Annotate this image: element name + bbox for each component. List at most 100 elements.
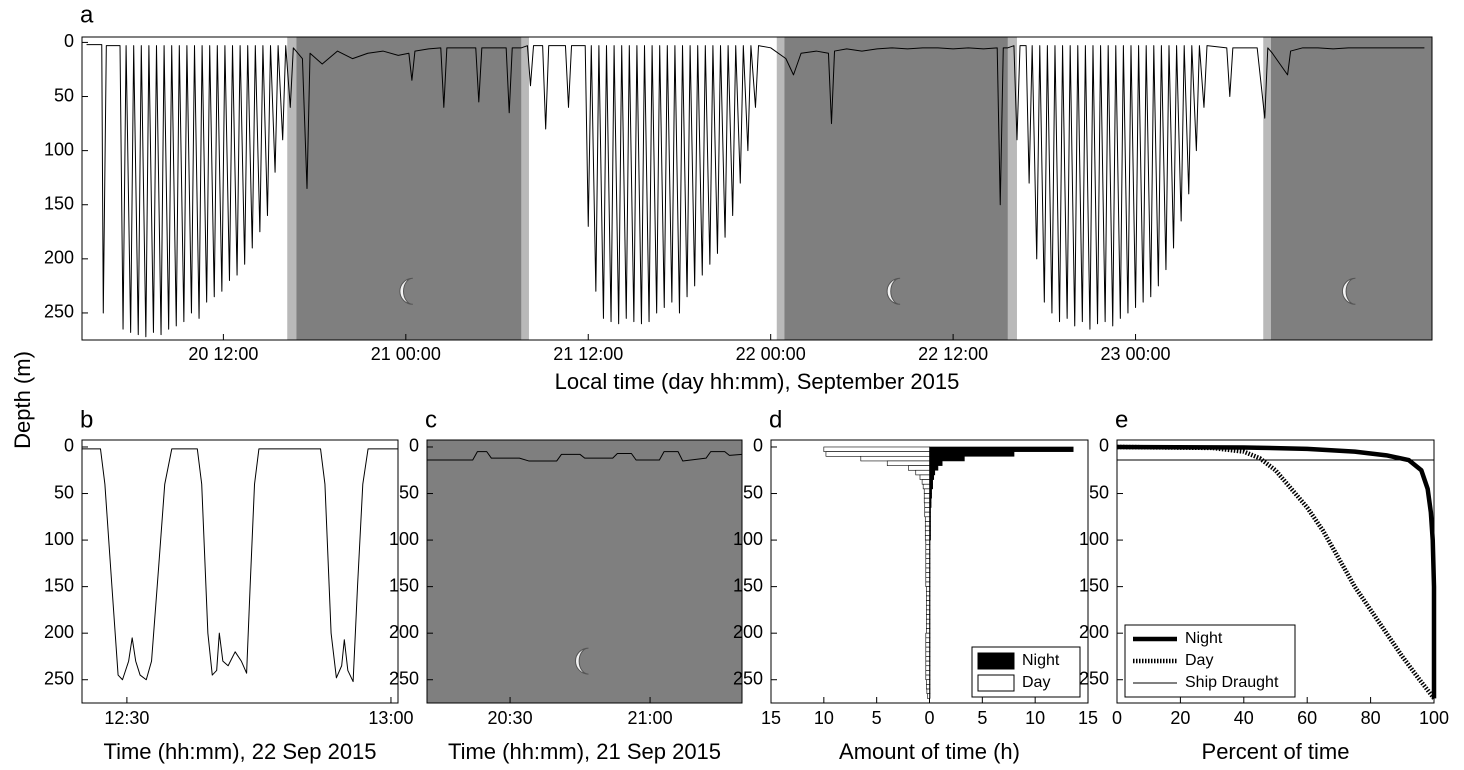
y-tick-label: 100 [44,529,74,549]
x-tick-label: 20:30 [488,708,533,728]
panel-label: e [1115,406,1128,433]
x-tick-label: 15 [1078,708,1098,728]
histogram-bar [925,651,930,657]
x-tick-label: 15 [761,708,781,728]
panel: 0 20 40 60 80 100 0 50 100 150 200 250 e Percent of t… [1079,406,1449,763]
y-tick-label: 250 [44,302,74,322]
histogram-bar [921,479,930,485]
histogram-bar [927,693,930,699]
histogram-bar [922,483,930,490]
histogram-bar [823,446,930,452]
histogram-bar [925,646,930,653]
plot-frame [1116,439,1435,704]
histogram-bar [886,460,930,466]
y-axis-label: Depth (m) [10,351,35,449]
histogram-bar [915,469,930,476]
x-axis-label: Percent of time [1202,739,1350,764]
histogram-bar [926,590,930,597]
depth-line [86,44,1425,338]
histogram-bar [926,595,930,601]
histogram-bar [925,567,930,573]
histogram-bar [925,632,930,639]
y-tick-label: 250 [1079,668,1109,688]
histogram-bar [925,577,930,583]
x-tick-label: 21 12:00 [553,344,623,364]
y-tick-label: 250 [389,668,419,688]
histogram-bar [908,465,930,471]
x-tick-label: 60 [1297,708,1317,728]
histogram-bar [925,665,930,671]
histogram-bar [924,535,930,541]
histogram-bar [925,558,930,564]
x-tick-label: 13:00 [368,708,413,728]
legend-label: Day [1185,652,1213,669]
histogram-bar [925,544,930,550]
panel-label: d [769,406,782,433]
y-tick-label: 50 [743,482,763,502]
legend-label: Night [1022,652,1060,669]
histogram-bar [923,488,930,494]
x-axis-label: Time (hh:mm), 22 Sep 2015 [103,739,376,764]
panel: 20 12:00 21 00:00 21 12:00 22 00:00 22 12:00… [44,1,1433,394]
histogram-bar [929,469,936,476]
histogram-bar [919,474,930,480]
histogram-bar [929,455,965,462]
histogram-bar [929,465,939,471]
night-band [784,37,1008,340]
y-tick-label: 150 [733,575,763,595]
histogram-bar [925,642,930,648]
series-line [1116,444,1437,699]
y-tick-label: 0 [64,31,74,51]
moon-icon [575,647,589,675]
histogram-bar [926,600,930,606]
x-tick-label: 10 [814,708,834,728]
histogram-bar [929,493,932,499]
histogram-bar [925,660,930,667]
histogram-bar [923,497,930,504]
histogram-bar [926,679,930,685]
panel: 20:30 21:00 0 50 100 150 200 250 c Time (hh:mm), … [389,406,743,764]
histogram-bar [860,455,930,462]
depth-line [82,448,398,683]
x-tick-label: 0 [1112,708,1122,728]
y-tick-label: 100 [1079,529,1109,549]
y-tick-label: 50 [399,482,419,502]
legend-label: Night [1185,630,1223,647]
y-tick-label: 150 [44,193,74,213]
histogram-bar [929,446,1074,452]
x-axis-label: Local time (day hh:mm), September 2015 [555,369,960,394]
twilight-band [1007,37,1017,340]
panel-label: c [425,406,437,433]
histogram-bar [925,539,930,546]
x-tick-label: 22 00:00 [736,344,806,364]
y-tick-label: 100 [389,529,419,549]
x-axis-label: Amount of time (h) [839,739,1020,764]
y-tick-label: 250 [733,668,763,688]
histogram-bar [929,451,1015,457]
y-tick-label: 100 [44,139,74,159]
night-band [296,37,522,340]
panel-label: b [80,406,93,433]
panel-label: a [80,1,94,28]
x-tick-label: 12:30 [104,708,149,728]
histogram-bar [929,488,932,494]
histogram-bar [929,479,933,485]
histogram-bar [925,674,930,681]
y-tick-label: 150 [44,575,74,595]
histogram-bar [929,483,933,490]
night-band [427,440,742,703]
x-tick-label: 100 [1419,708,1449,728]
plot-frame [426,439,743,704]
histogram-bar [926,618,930,625]
twilight-band [521,37,529,340]
x-tick-label: 5 [977,708,987,728]
plot-frame [770,439,1089,704]
y-tick-label: 250 [44,668,74,688]
y-tick-label: 150 [389,575,419,595]
x-tick-label: 80 [1361,708,1381,728]
histogram-bar [923,493,930,499]
y-tick-label: 200 [44,248,74,268]
y-tick-label: 0 [1099,436,1109,456]
histogram-bar [926,609,930,615]
histogram-bar [925,553,930,559]
